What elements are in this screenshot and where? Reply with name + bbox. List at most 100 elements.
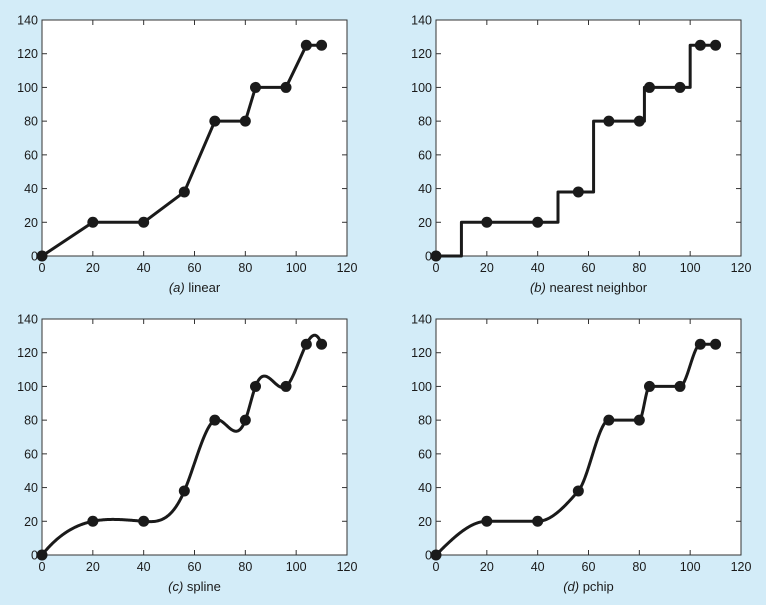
y-tick-label: 120 [411, 346, 432, 360]
plot-area [41, 19, 348, 257]
x-tick-label: 80 [632, 261, 646, 275]
data-point [572, 186, 584, 198]
data-point [481, 515, 493, 527]
data-point [316, 39, 328, 51]
y-tick-label: 0 [31, 549, 38, 563]
data-point [138, 515, 150, 527]
y-tick-label: 40 [24, 182, 38, 196]
x-tick-label: 40 [137, 261, 151, 275]
data-point [36, 549, 48, 561]
y-tick-label: 100 [411, 81, 432, 95]
y-tick-label: 60 [24, 447, 38, 461]
y-tick-label: 40 [24, 481, 38, 495]
y-tick-label: 120 [17, 346, 38, 360]
y-tick-label: 0 [425, 250, 432, 264]
x-tick-label: 100 [286, 261, 307, 275]
x-tick-label: 20 [480, 560, 494, 574]
data-point [280, 380, 292, 392]
plot-area [435, 318, 742, 556]
data-point [481, 216, 493, 228]
data-point [239, 115, 251, 127]
y-tick-label: 100 [411, 380, 432, 394]
y-tick-label: 40 [418, 481, 432, 495]
y-tick-label: 100 [17, 380, 38, 394]
y-tick-label: 20 [24, 216, 38, 230]
data-point [572, 485, 584, 497]
caption-text: linear [185, 280, 221, 295]
y-tick-label: 20 [24, 515, 38, 529]
y-tick-label: 80 [418, 115, 432, 129]
data-point [694, 39, 706, 51]
data-point [603, 115, 615, 127]
y-tick-label: 0 [425, 549, 432, 563]
data-point [209, 414, 221, 426]
y-tick-label: 60 [24, 148, 38, 162]
data-point [633, 414, 645, 426]
data-point [430, 250, 442, 262]
y-tick-label: 80 [418, 414, 432, 428]
x-tick-label: 80 [238, 261, 252, 275]
caption-letter: (a) [169, 280, 185, 295]
x-tick-label: 60 [188, 261, 202, 275]
data-point [316, 338, 328, 350]
data-point [430, 549, 442, 561]
caption-letter: (d) [563, 579, 579, 594]
x-tick-label: 0 [433, 261, 440, 275]
caption-letter: (b) [530, 280, 546, 295]
y-tick-label: 120 [17, 47, 38, 61]
x-tick-label: 80 [238, 560, 252, 574]
x-tick-label: 0 [39, 560, 46, 574]
x-tick-label: 120 [731, 560, 752, 574]
panel-caption: (c) spline [168, 579, 221, 594]
data-point [633, 115, 645, 127]
chart-panel-nearest: 0 20 40 60 80 100 120 0 20 40 60 80 100 120 140 (b) nea… [411, 14, 751, 296]
data-point [300, 39, 312, 51]
data-point [532, 515, 544, 527]
y-tick-label: 20 [418, 515, 432, 529]
x-tick-label: 40 [531, 261, 545, 275]
data-point [209, 115, 221, 127]
data-point [280, 81, 292, 93]
y-tick-label: 60 [418, 148, 432, 162]
data-point [644, 81, 655, 93]
data-point [674, 380, 686, 392]
data-point [178, 186, 190, 198]
y-tick-label: 140 [17, 313, 38, 327]
data-point [674, 81, 686, 93]
y-tick-label: 120 [411, 47, 432, 61]
x-tick-label: 0 [433, 560, 440, 574]
y-tick-label: 0 [31, 250, 38, 264]
caption-letter: (c) [168, 579, 183, 594]
x-tick-label: 100 [680, 560, 701, 574]
x-tick-label: 120 [337, 261, 358, 275]
y-tick-label: 60 [418, 447, 432, 461]
x-tick-label: 20 [86, 261, 100, 275]
y-tick-label: 140 [411, 14, 432, 28]
series-line-linear [41, 43, 322, 258]
x-tick-label: 100 [680, 261, 701, 275]
x-tick-label: 60 [582, 560, 596, 574]
y-tick-label: 40 [418, 182, 432, 196]
x-tick-label: 60 [188, 560, 202, 574]
caption-text: nearest neighbor [546, 280, 648, 295]
x-tick-label: 20 [480, 261, 494, 275]
data-point [300, 338, 312, 350]
plot-area [41, 318, 348, 556]
data-point [644, 380, 655, 392]
data-point [603, 414, 615, 426]
data-point [250, 380, 261, 392]
data-point [36, 250, 48, 262]
data-point [694, 338, 706, 350]
data-point [250, 81, 261, 93]
data-point [87, 515, 99, 527]
chart-panel-spline: 0 20 40 60 80 100 120 0 20 40 60 80 100 120 140 (c) spl… [17, 313, 357, 595]
x-tick-label: 20 [86, 560, 100, 574]
x-tick-label: 40 [137, 560, 151, 574]
y-tick-label: 140 [17, 14, 38, 28]
data-point [532, 216, 544, 228]
data-point [710, 338, 722, 350]
x-tick-label: 80 [632, 560, 646, 574]
data-point [138, 216, 150, 228]
data-point [239, 414, 251, 426]
